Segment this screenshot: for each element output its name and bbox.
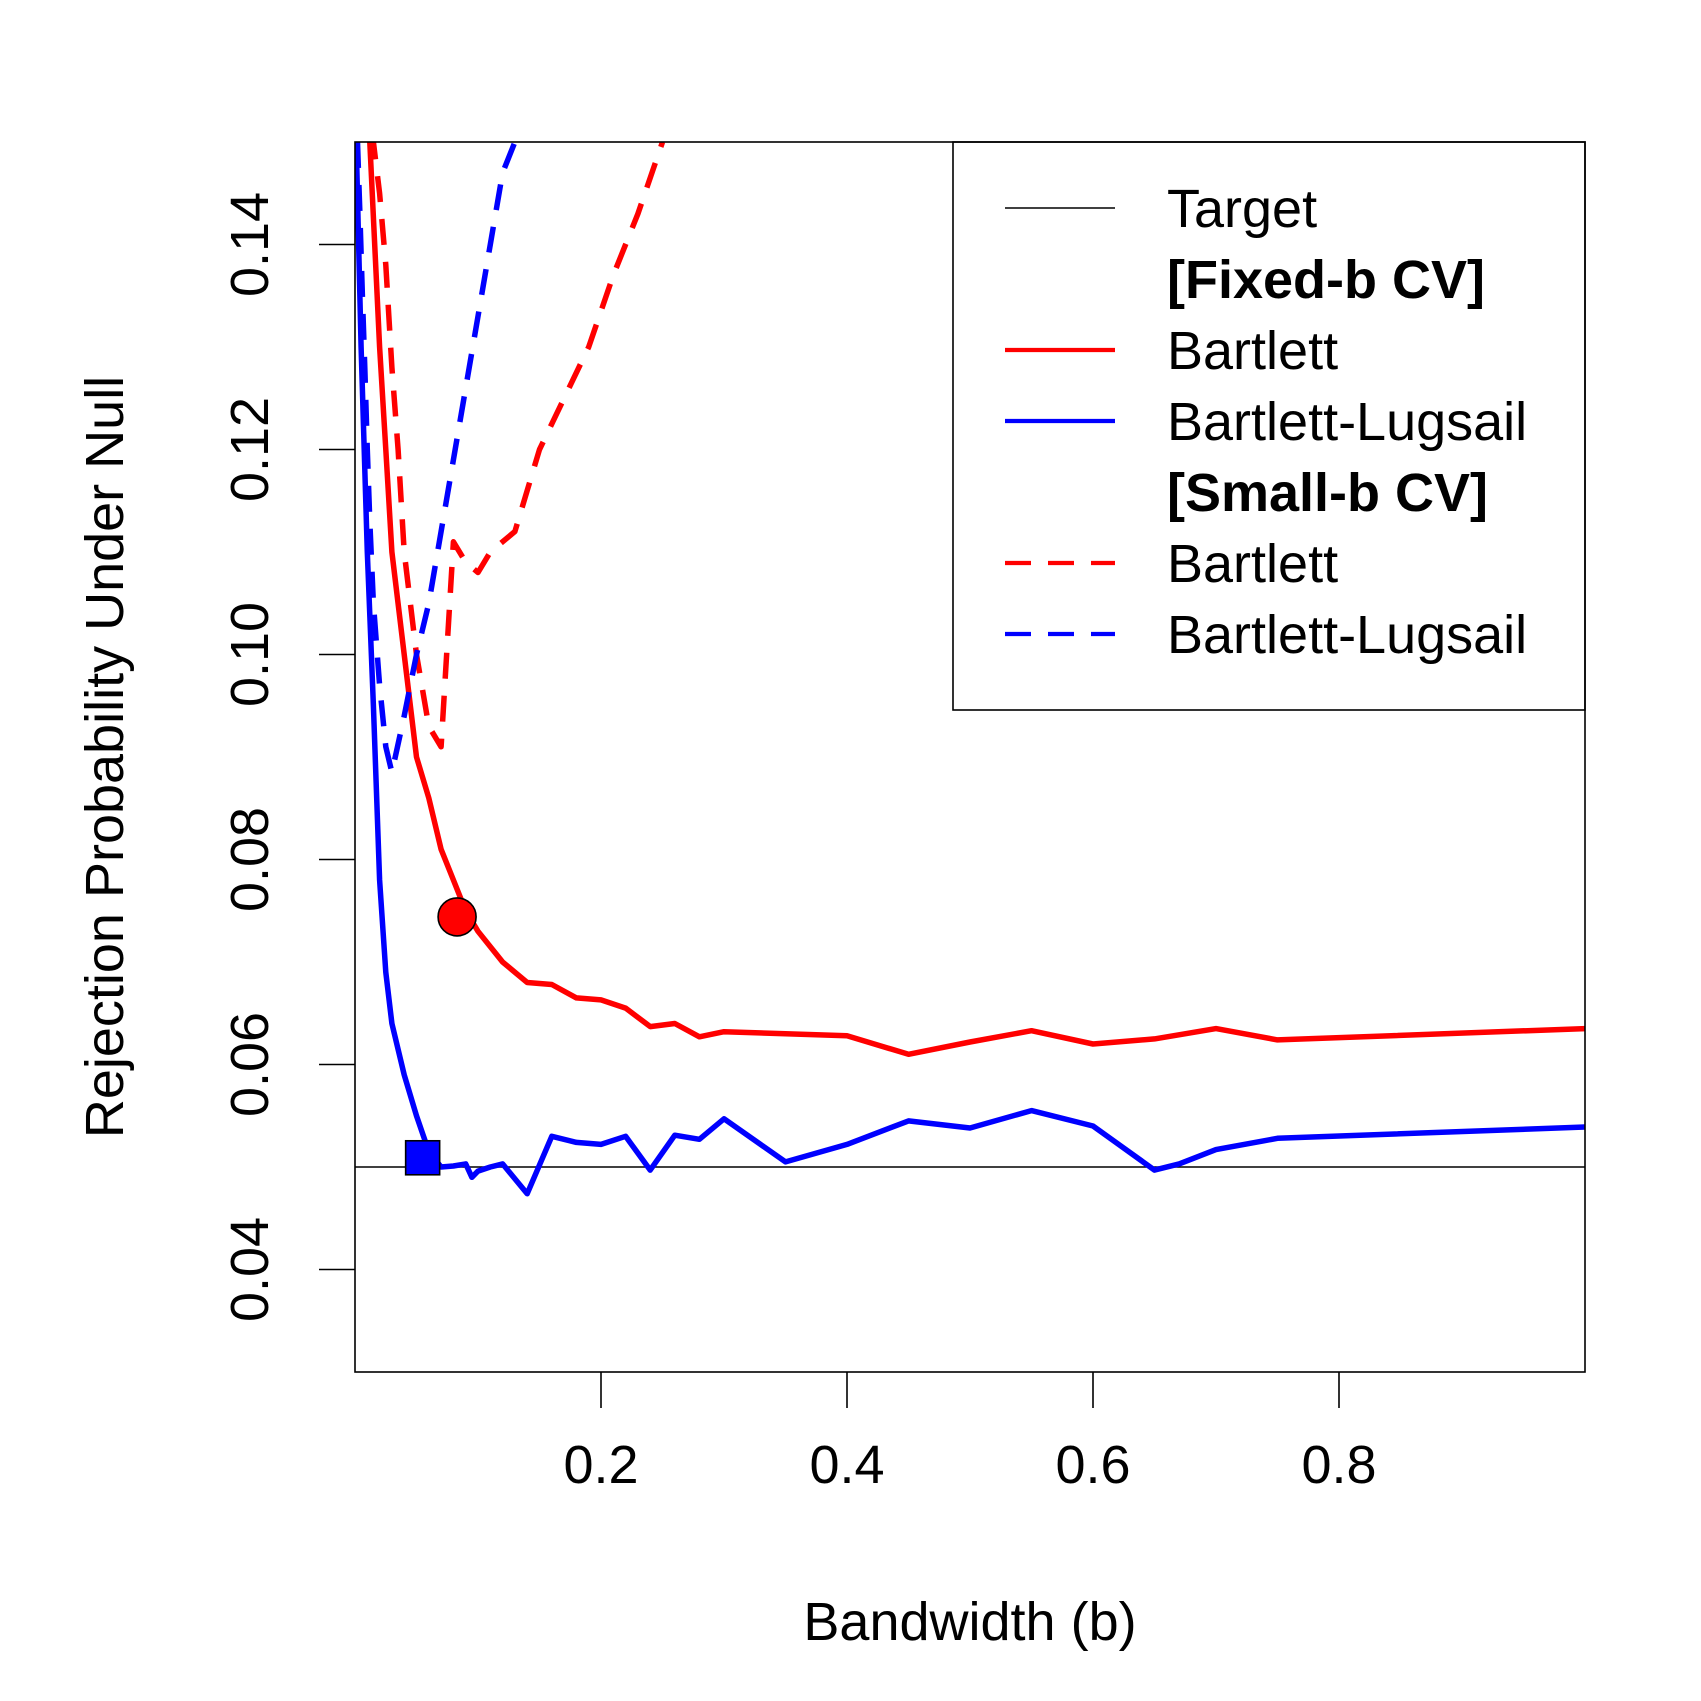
series-line-bartlett-lugsail-fixed-b <box>355 142 1585 1197</box>
series-line-bartlett-fixed-b <box>367 142 1585 1058</box>
x-axis-title: Bandwidth (b) <box>803 1592 1136 1652</box>
legend-label: Bartlett <box>1167 534 1338 594</box>
series-layer <box>355 142 1585 1197</box>
y-tick-label: 0.06 <box>220 1012 280 1117</box>
marker-layer <box>404 897 477 1176</box>
y-tick-label: 0.14 <box>220 192 280 297</box>
y-tick-label: 0.08 <box>220 807 280 912</box>
legend-label: Target <box>1167 179 1317 239</box>
y-axis: 0.04 0.06 0.08 0.10 0.12 0.14 <box>220 192 355 1322</box>
plot-frame <box>354 141 1586 1373</box>
legend-group-header: [Small-b CV] <box>1167 463 1488 523</box>
legend-label: Bartlett-Lugsail <box>1167 392 1527 452</box>
y-tick-label: 0.10 <box>220 602 280 707</box>
x-tick-label: 0.4 <box>809 1435 884 1495</box>
x-tick-label: 0.2 <box>563 1435 638 1495</box>
x-axis: 0.2 0.4 0.6 0.8 <box>563 1372 1377 1495</box>
legend-box <box>952 141 1586 711</box>
x-tick-label: 0.8 <box>1301 1435 1376 1495</box>
y-axis-title: Rejection Probability Under Null <box>75 376 135 1138</box>
series-line-bartlett-small-b <box>370 142 666 750</box>
marker-circle <box>437 897 477 937</box>
series-line-bartlett-lugsail-small-b <box>355 142 518 776</box>
legend-group-header: [Fixed-b CV] <box>1167 250 1485 310</box>
y-tick-label: 0.04 <box>220 1217 280 1322</box>
legend-label: Bartlett <box>1167 321 1338 381</box>
x-tick-label: 0.6 <box>1055 1435 1130 1495</box>
y-tick-label: 0.12 <box>220 397 280 502</box>
legend-label: Bartlett-Lugsail <box>1167 605 1527 665</box>
marker-square <box>404 1139 441 1176</box>
legend: Target [Fixed-b CV] Bartlett Bartlett-Lugsa… <box>952 141 1586 711</box>
